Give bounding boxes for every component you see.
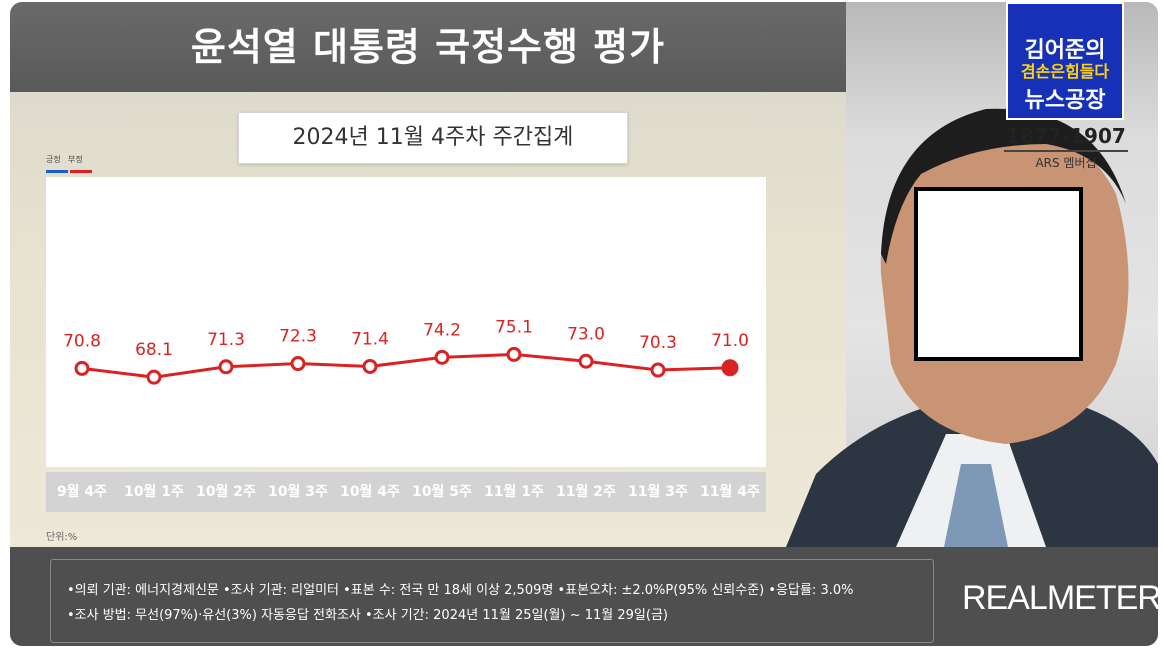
data-label: 71.3 xyxy=(207,330,245,350)
data-point xyxy=(218,359,234,375)
ars-caption: ARS 멤버십 xyxy=(1035,156,1097,170)
x-tick-label: 11월 2주 xyxy=(556,484,616,500)
title-bar: 윤석열 대통령 국정수행 평가 xyxy=(10,2,846,92)
logo-line-1: 김어준의 xyxy=(1024,38,1106,63)
x-tick-label: 9월 4주 xyxy=(56,484,108,500)
data-label: 74.2 xyxy=(423,320,461,340)
data-label: 70.3 xyxy=(639,333,677,353)
data-label: 73.0 xyxy=(567,324,605,344)
data-point xyxy=(290,356,306,372)
data-point xyxy=(74,360,90,376)
chart-area: 70.8 68.1 71.3 72.3 71.4 74.2 75.1 73.0 70.3 71.0… xyxy=(46,177,766,467)
logo-line-2: 겸손은힘들다 xyxy=(1020,62,1110,81)
data-point xyxy=(146,369,162,385)
x-tick-label: 10월 2주 xyxy=(196,484,256,500)
subtitle-box: 2024년 11월 4주차 주간집계 xyxy=(238,112,628,164)
data-point xyxy=(578,353,594,369)
subtitle: 2024년 11월 4주차 주간집계 xyxy=(292,125,574,150)
unit-label: 단위:% xyxy=(46,532,78,543)
portrait-photo xyxy=(786,108,1158,547)
x-tick-label: 10월 1주 xyxy=(124,484,184,500)
x-tick-label: 11월 1주 xyxy=(484,484,544,500)
phone-divider xyxy=(1004,150,1128,152)
data-label: 71.4 xyxy=(351,329,389,349)
data-label: 72.3 xyxy=(279,327,317,347)
data-label: 68.1 xyxy=(135,340,173,360)
series-line-negative xyxy=(81,352,731,379)
legend-swatch-negative xyxy=(70,170,92,173)
data-point xyxy=(434,349,450,365)
survey-info-box: •의뢰 기관: 에너지경제신문 •조사 기관: 리얼미터 •표본 수: 전국 만… xyxy=(50,559,934,643)
x-axis: 9월 4주 10월 1주 10월 2주 10월 3주 10월 4주 10월 5주 11월 1… xyxy=(46,472,766,512)
x-tick-label: 11월 3주 xyxy=(628,484,688,500)
x-tick-label: 10월 5주 xyxy=(412,484,472,500)
footer: •의뢰 기관: 에너지경제신문 •조사 기관: 리얼미터 •표본 수: 전국 만… xyxy=(10,547,1158,646)
x-tick-label: 11월 4주 xyxy=(700,484,760,500)
ars-phone-number: 1877-1907 xyxy=(1006,124,1126,148)
show-logo: 김어준의 겸손은힘들다 뉴스공장 xyxy=(1006,2,1124,120)
legend-label-negative: 부정 xyxy=(68,155,83,164)
x-tick-label: 10월 4주 xyxy=(340,484,400,500)
legend-swatch-positive xyxy=(46,170,68,173)
x-tick-label: 10월 3주 xyxy=(268,484,328,500)
data-point xyxy=(650,362,666,378)
data-point xyxy=(721,359,739,377)
data-label: 70.8 xyxy=(63,331,101,351)
data-point xyxy=(506,346,522,362)
data-label: 71.0 xyxy=(711,331,749,351)
data-point xyxy=(362,358,378,374)
survey-info-line-2: •조사 방법: 무선(97%)·유선(3%) 자동응답 전화조사 •조사 기간:… xyxy=(67,608,668,623)
logo-line-3: 뉴스공장 xyxy=(1024,88,1106,113)
data-label: 75.1 xyxy=(495,317,533,337)
graphic-panel: 윤석열 대통령 국정수행 평가 2024년 11월 4주차 주간집계 긍정 부정… xyxy=(10,2,1158,646)
legend-label-positive: 긍정 xyxy=(46,155,61,164)
page-title: 윤석열 대통령 국정수행 평가 xyxy=(190,25,666,69)
line-chart: 70.8 68.1 71.3 72.3 71.4 74.2 75.1 73.0 70.3 71.0… xyxy=(63,317,749,385)
realmeter-logo: REALMETER xyxy=(962,579,1158,617)
survey-info-line-1: •의뢰 기관: 에너지경제신문 •조사 기관: 리얼미터 •표본 수: 전국 만… xyxy=(67,583,854,598)
